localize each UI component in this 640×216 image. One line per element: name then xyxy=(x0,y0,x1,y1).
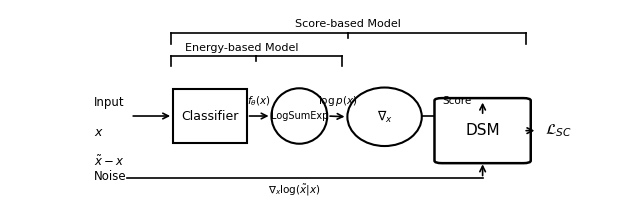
FancyBboxPatch shape xyxy=(173,89,246,143)
Text: Input: Input xyxy=(94,96,125,109)
Text: $\tilde{x} - x$: $\tilde{x} - x$ xyxy=(94,155,125,169)
Text: $\mathcal{L}_{SC}$: $\mathcal{L}_{SC}$ xyxy=(545,122,572,139)
Text: LogSumExp: LogSumExp xyxy=(271,111,328,121)
Text: Score-based Model: Score-based Model xyxy=(295,19,401,29)
Text: Noise: Noise xyxy=(94,170,127,183)
Ellipse shape xyxy=(271,88,327,144)
Text: Score: Score xyxy=(442,96,472,106)
Text: Classifier: Classifier xyxy=(181,110,239,122)
Text: $\nabla_x \log(\tilde{x}|x)$: $\nabla_x \log(\tilde{x}|x)$ xyxy=(268,183,321,198)
Text: $x$: $x$ xyxy=(94,126,104,139)
FancyBboxPatch shape xyxy=(435,98,531,163)
Text: DSM: DSM xyxy=(465,123,500,138)
Text: Energy-based Model: Energy-based Model xyxy=(186,43,299,53)
Text: $\nabla_x$: $\nabla_x$ xyxy=(377,109,392,125)
Text: $\log p(x)$: $\log p(x)$ xyxy=(317,94,357,108)
Text: $f_\theta(x)$: $f_\theta(x)$ xyxy=(247,94,271,108)
Ellipse shape xyxy=(348,87,422,146)
